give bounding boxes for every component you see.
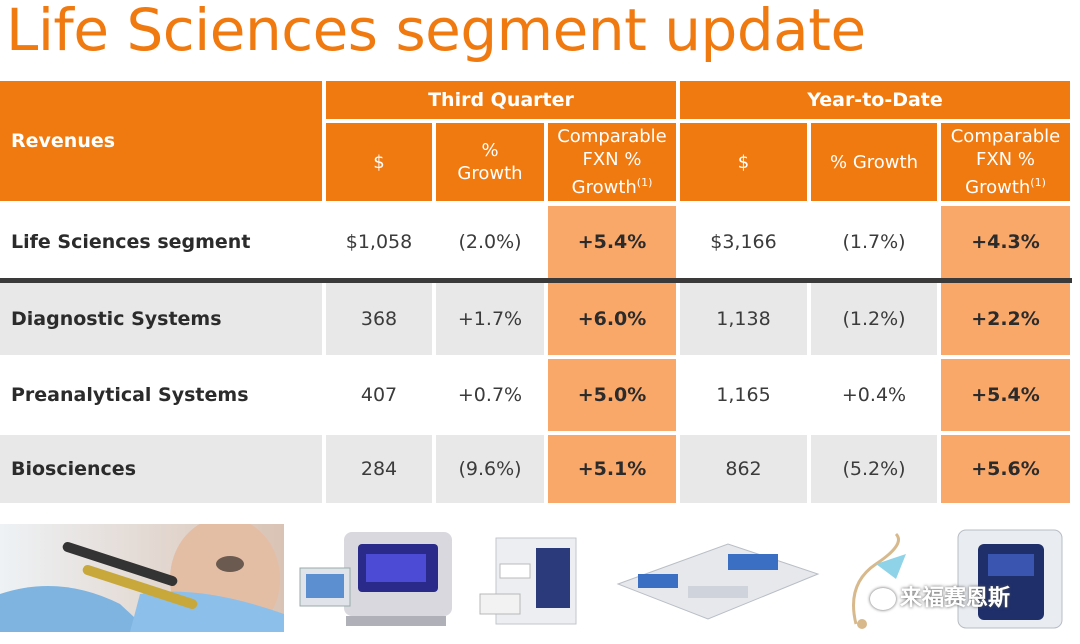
table-cell-highlight: +2.2%	[941, 283, 1070, 355]
table-cell-highlight: +5.6%	[941, 435, 1070, 503]
table-cell: $1,058	[345, 231, 413, 253]
table-cell: (5.2%)	[811, 435, 937, 503]
q-dollar-header: $	[326, 123, 432, 201]
table-cell-highlight: +6.0%	[548, 283, 676, 355]
table-cell-highlight: +5.1%	[548, 435, 676, 503]
table-cell: 1,138	[680, 283, 807, 355]
watermark-text: 来福赛恩斯	[870, 580, 1010, 612]
table-cell-highlight: +5.0%	[548, 359, 676, 431]
table-row-label: Biosciences	[0, 435, 322, 503]
blood-collection-set-photo	[836, 524, 936, 632]
table-row-label: Diagnostic Systems	[0, 283, 322, 355]
wechat-icon	[870, 588, 896, 610]
table-row-label: Preanalytical Systems	[11, 384, 249, 406]
table-divider	[0, 278, 1072, 283]
table-cell: +1.7%	[436, 283, 544, 355]
q-growth-header: % Growth	[436, 123, 544, 201]
table-cell: (1.2%)	[811, 283, 937, 355]
diagnostic-instrument-photo	[296, 524, 456, 632]
automation-line-photo	[608, 524, 828, 632]
analyzer-instrument-photo	[476, 524, 586, 632]
third-quarter-header: Third Quarter	[326, 81, 676, 119]
y-growth-header: % Growth	[811, 123, 937, 201]
year-to-date-header: Year-to-Date	[680, 81, 1070, 119]
lab-technician-photo	[0, 524, 284, 632]
table-cell: 1,165	[716, 384, 771, 406]
table-cell: (1.7%)	[842, 231, 906, 253]
revenues-header: Revenues	[0, 81, 322, 201]
table-cell-highlight: +4.3%	[941, 206, 1070, 278]
q-fxn-header: Comparable FXN % Growth(1)	[548, 123, 676, 201]
table-cell: $3,166	[710, 231, 777, 253]
table-cell-highlight: +5.4%	[941, 359, 1070, 431]
table-row-label: Life Sciences segment	[11, 231, 251, 253]
cell-analyzer-photo	[948, 524, 1068, 632]
table-cell: +0.4%	[841, 384, 907, 406]
table-cell: 862	[680, 435, 807, 503]
page-title: Life Sciences segment update	[6, 0, 866, 64]
table-cell: (9.6%)	[436, 435, 544, 503]
y-dollar-header: $	[680, 123, 807, 201]
table-cell: 284	[326, 435, 432, 503]
y-fxn-header: Comparable FXN % Growth(1)	[941, 123, 1070, 201]
table-cell: 407	[360, 384, 398, 406]
table-cell: (2.0%)	[458, 231, 522, 253]
table-cell: +0.7%	[457, 384, 523, 406]
revenues-header-label: Revenues	[11, 130, 116, 152]
table-cell-highlight: +5.4%	[548, 206, 676, 278]
table-cell: 368	[326, 283, 432, 355]
